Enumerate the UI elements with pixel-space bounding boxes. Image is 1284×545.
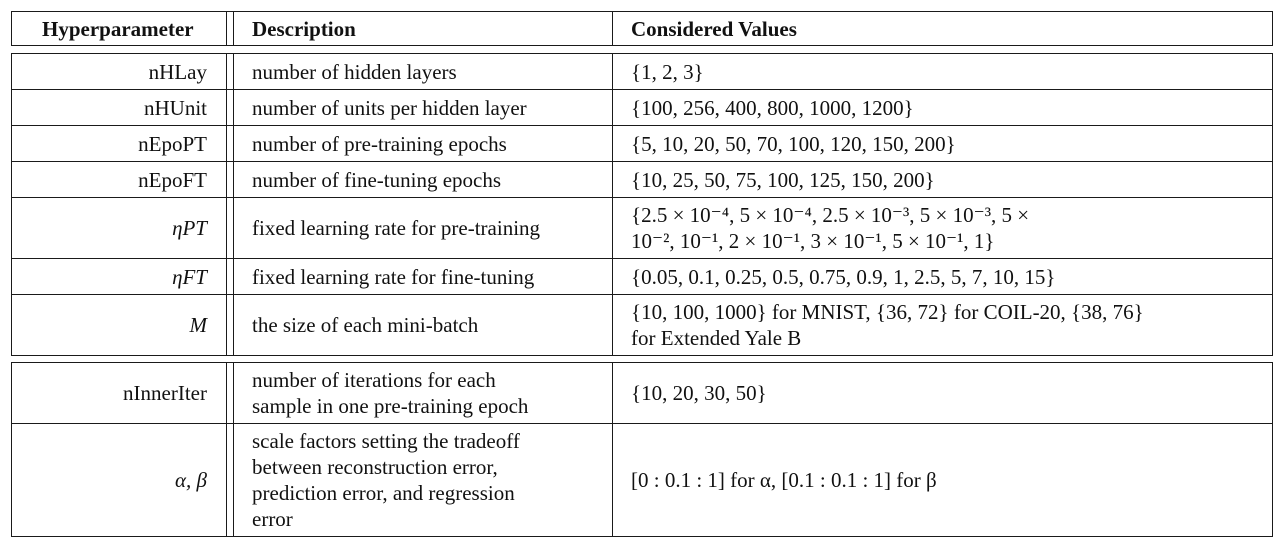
values-line: {2.5 × 10⁻⁴, 5 × 10⁻⁴, 2.5 × 10⁻³, 5 × 1… [631,203,1030,227]
description-cell: number of iterations for each sample in … [252,365,528,421]
description-line: between reconstruction error, [252,455,498,479]
header-description: Description [252,16,356,41]
rule-param-2 [233,53,234,356]
param-cell: nHLay [148,59,207,84]
description-cell: number of pre-training epochs [252,131,507,156]
description-cell: fixed learning rate for fine-tuning [252,264,535,289]
values-cell: {5, 10, 20, 50, 70, 100, 120, 150, 200} [631,131,956,156]
description-cell: number of fine-tuning epochs [252,167,502,192]
header-hyperparameter: Hyperparameter [42,16,194,41]
values-cell: {1, 2, 3} [631,59,704,84]
rule-bottom [11,536,1273,537]
values-cell: {100, 256, 400, 800, 1000, 1200} [631,95,914,120]
values-cell: {2.5 × 10⁻⁴, 5 × 10⁻⁴, 2.5 × 10⁻³, 5 × 1… [631,200,1029,256]
description-cell: scale factors setting the tradeoff betwe… [252,426,520,534]
rule-row [11,423,1273,424]
values-cell: {10, 100, 1000} for MNIST, {36, 72} for … [631,297,1144,353]
rule-desc [612,362,613,537]
description-cell: the size of each mini-batch [252,313,479,337]
rule-right [1272,11,1273,46]
description-line: scale factors setting the tradeoff [252,429,520,453]
description-cell: fixed learning rate for pre-training [252,216,541,240]
rule-row [11,89,1273,90]
rule-param-2 [233,362,234,537]
param-cell: nHUnit [144,95,207,120]
rule-right [1272,53,1273,356]
rule-row [11,294,1273,295]
rule-header-1 [11,45,1273,46]
rule-section-2 [11,362,1273,363]
rule-left [11,362,12,537]
values-line: {10, 100, 1000} for MNIST, {36, 72} for … [631,300,1144,324]
rule-row [11,197,1273,198]
values-cell: {0.05, 0.1, 0.25, 0.5, 0.75, 0.9, 1, 2.5… [631,264,1056,289]
rule-param-2 [233,11,234,46]
rule-row [11,125,1273,126]
header-considered-values: Considered Values [631,16,797,41]
param-cell: nEpoPT [138,131,207,156]
rule-desc [612,53,613,356]
rule-row [11,258,1273,259]
description-line: sample in one pre-training epoch [252,394,529,418]
values-cell: {10, 20, 30, 50} [631,381,767,405]
param-cell: α, β [175,468,207,492]
rule-left [11,53,12,356]
rule-header-2 [11,53,1273,54]
rule-desc [612,11,613,46]
values-cell: {10, 25, 50, 75, 100, 125, 150, 200} [631,167,935,192]
values-line: for Extended Yale B [631,326,802,350]
description-cell: number of hidden layers [252,59,457,84]
rule-param-1 [226,362,227,537]
param-cell: ηFT [172,264,207,289]
rule-right [1272,362,1273,537]
rule-param-1 [226,53,227,356]
rule-section-1 [11,355,1273,356]
description-line: number of iterations for each [252,368,496,392]
description-cell: number of units per hidden layer [252,95,527,120]
values-cell: [0 : 0.1 : 1] for α, [0.1 : 0.1 : 1] for… [631,468,937,492]
rule-left [11,11,12,46]
param-cell: M [189,313,208,337]
param-cell: nEpoFT [138,167,207,192]
description-line: error [252,507,293,531]
rule-param-1 [226,11,227,46]
description-line: prediction error, and regression [252,481,515,505]
param-cell: nInnerIter [123,381,207,405]
values-line: 10⁻², 10⁻¹, 2 × 10⁻¹, 3 × 10⁻¹, 5 × 10⁻¹… [631,229,995,253]
rule-row [11,161,1273,162]
rule-top [11,11,1273,12]
param-cell: ηPT [172,216,207,240]
